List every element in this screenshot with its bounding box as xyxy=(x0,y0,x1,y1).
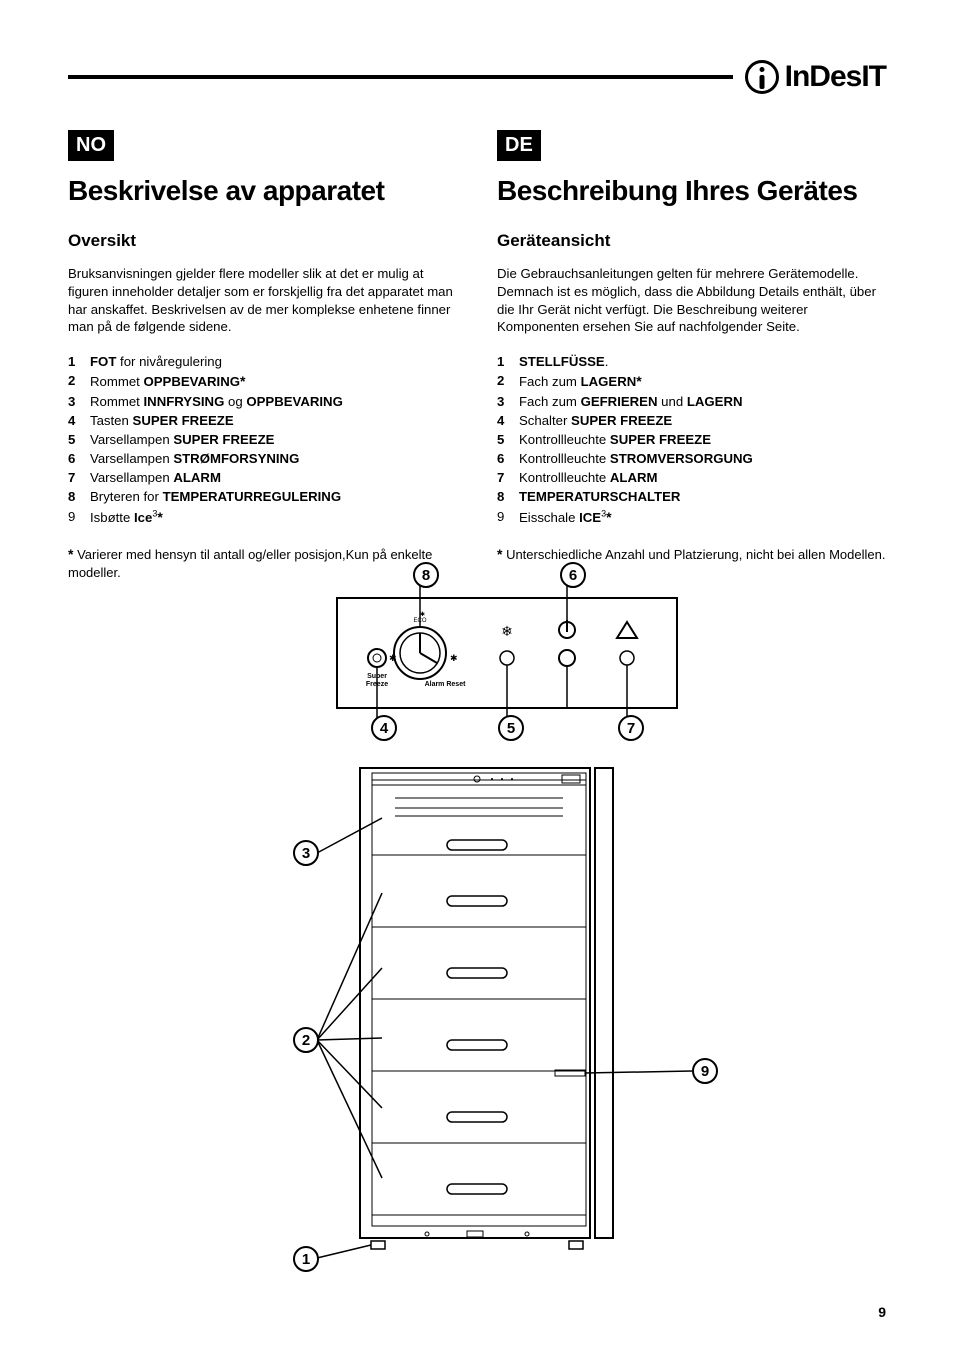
callout-5: 5 xyxy=(498,715,524,741)
column-right: DE Beschreibung Ihres Gerätes Geräteansi… xyxy=(497,130,886,581)
parts-list-item: 6Kontrollleuchte STROMVERSORGUNG xyxy=(497,449,886,468)
callout-2: 2 xyxy=(293,1027,319,1053)
header-rule xyxy=(68,75,733,79)
diagram-area: ECO Super Freeze Alarm Reset ✱ ✱ ✱ ❄ xyxy=(68,558,886,1278)
callout-1: 1 xyxy=(293,1246,319,1272)
page-number: 9 xyxy=(878,1304,886,1320)
callout-6: 6 xyxy=(560,562,586,588)
parts-list-item: 3Fach zum GEFRIEREN und LAGERN xyxy=(497,392,886,411)
parts-list-item: 6Varsellampen STRØMFORSYNING xyxy=(68,449,457,468)
intro-left: Bruksanvisningen gjelder flere modeller … xyxy=(68,265,457,336)
info-icon xyxy=(745,60,779,94)
parts-list-item: 7Kontrollleuchte ALARM xyxy=(497,468,886,487)
lang-badge-de: DE xyxy=(497,130,541,161)
parts-list-item: 7Varsellampen ALARM xyxy=(68,468,457,487)
parts-list-item: 1STELLFÜSSE. xyxy=(497,352,886,371)
lang-badge-no: NO xyxy=(68,130,114,161)
parts-list-item: 9Isbøtte Ice3* xyxy=(68,507,457,527)
parts-list-item: 4Schalter SUPER FREEZE xyxy=(497,411,886,430)
title-right: Beschreibung Ihres Gerätes xyxy=(497,175,886,207)
parts-list-right: 1STELLFÜSSE.2Fach zum LAGERN*3Fach zum G… xyxy=(497,352,886,527)
appliance-diagram: ECO Super Freeze Alarm Reset ✱ ✱ ✱ ❄ xyxy=(167,558,787,1278)
subtitle-right: Geräteansicht xyxy=(497,231,886,251)
parts-list-item: 9Eisschale ICE3* xyxy=(497,507,886,527)
parts-list-item: 1FOT for nivåregulering xyxy=(68,352,457,371)
svg-text:✱: ✱ xyxy=(389,653,397,663)
svg-text:Alarm Reset: Alarm Reset xyxy=(425,681,467,688)
brand-text: InDesIT xyxy=(785,60,886,94)
title-left: Beskrivelse av apparatet xyxy=(68,175,457,207)
parts-list-item: 5Varsellampen SUPER FREEZE xyxy=(68,430,457,449)
svg-text:✱: ✱ xyxy=(450,653,458,663)
header-bar: InDesIT xyxy=(68,60,886,94)
column-left: NO Beskrivelse av apparatet Oversikt Bru… xyxy=(68,130,457,581)
callout-4: 4 xyxy=(371,715,397,741)
callout-7: 7 xyxy=(618,715,644,741)
parts-list-item: 4Tasten SUPER FREEZE xyxy=(68,411,457,430)
parts-list-left: 1FOT for nivåregulering2Rommet OPPBEVARI… xyxy=(68,352,457,527)
callout-8: 8 xyxy=(413,562,439,588)
subtitle-left: Oversikt xyxy=(68,231,457,251)
svg-text:❄: ❄ xyxy=(501,623,513,639)
intro-right: Die Gebrauchsanleitungen gelten für mehr… xyxy=(497,265,886,336)
parts-list-item: 2Fach zum LAGERN* xyxy=(497,371,886,391)
svg-text:✱: ✱ xyxy=(420,611,425,618)
parts-list-item: 2Rommet OPPBEVARING* xyxy=(68,371,457,391)
callout-3: 3 xyxy=(293,840,319,866)
parts-list-item: 3Rommet INNFRYSING og OPPBEVARING xyxy=(68,392,457,411)
callout-9: 9 xyxy=(692,1058,718,1084)
parts-list-item: 8TEMPERATURSCHALTER xyxy=(497,487,886,506)
content-columns: NO Beskrivelse av apparatet Oversikt Bru… xyxy=(68,130,886,581)
parts-list-item: 5Kontrollleuchte SUPER FREEZE xyxy=(497,430,886,449)
brand-logo: InDesIT xyxy=(745,60,886,94)
parts-list-item: 8Bryteren for TEMPERATURREGULERING xyxy=(68,487,457,506)
